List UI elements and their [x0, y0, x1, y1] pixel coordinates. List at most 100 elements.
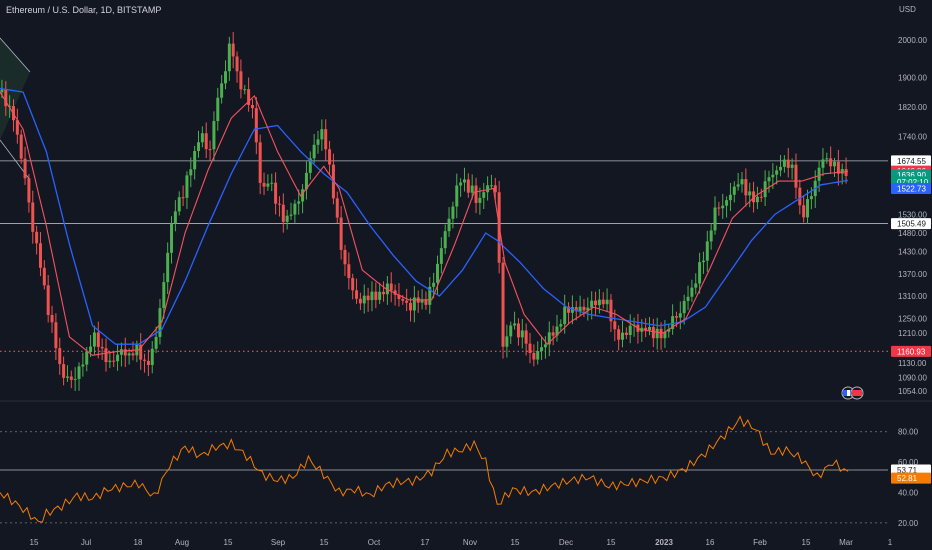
time-tick-label: 15 — [224, 538, 233, 547]
time-tick-label: Nov — [463, 538, 477, 547]
candle-body — [790, 164, 794, 168]
candle-body — [543, 344, 547, 348]
candle-body — [139, 344, 143, 360]
candle-body — [459, 182, 463, 186]
candle-body — [690, 287, 694, 297]
candle-body — [378, 291, 382, 300]
candle-body — [501, 262, 505, 347]
candle-body — [358, 298, 362, 304]
price-tick-label: 1430.00 — [898, 248, 927, 257]
candle-body — [65, 376, 69, 378]
candle-body — [204, 133, 208, 150]
candle-body — [131, 353, 135, 356]
candle-body — [844, 169, 848, 176]
candle-body — [77, 366, 81, 379]
rsi-line — [0, 415, 849, 523]
candle-body — [836, 161, 840, 174]
rsi-pane — [0, 415, 888, 524]
candle-body — [274, 182, 278, 204]
candle-body — [324, 129, 328, 150]
candle-body — [173, 211, 177, 224]
candle-body — [698, 262, 702, 284]
time-tick-label: 16 — [706, 538, 715, 547]
candlesticks — [0, 32, 848, 391]
candle-body — [447, 218, 451, 232]
candle-body — [100, 346, 104, 349]
candle-body — [482, 192, 486, 198]
candle-body — [621, 332, 625, 340]
candle-body — [320, 129, 324, 140]
candle-body — [185, 175, 189, 198]
candle-body — [27, 178, 31, 203]
candle-body — [15, 120, 19, 135]
candle-body — [713, 207, 717, 231]
price-tick-label: 1900.00 — [898, 73, 927, 82]
flag-icon-red — [852, 390, 862, 396]
candle-body — [725, 200, 729, 206]
time-axis: 15 Jul 18 Aug 15 Sep 15 Oct 17 Nov 15 Dec 15 2023 16 Fe… — [30, 538, 893, 547]
candle-body — [493, 185, 497, 193]
candle-body — [35, 231, 39, 244]
candle-body — [308, 158, 312, 173]
candle-body — [817, 167, 821, 181]
price-tag: 1505.49 — [891, 218, 931, 230]
candle-body — [382, 291, 386, 295]
candle-body — [740, 179, 744, 185]
time-tick-label: Oct — [368, 538, 381, 547]
price-tag-text: 1522.73 — [897, 185, 926, 194]
candle-body — [451, 206, 455, 219]
candle-body — [289, 214, 293, 216]
candle-body — [119, 349, 123, 355]
candle-body — [104, 348, 108, 363]
price-tick-label: 1210.00 — [898, 329, 927, 338]
candle-body — [617, 329, 621, 340]
candle-body — [38, 243, 42, 268]
candle-body — [759, 196, 763, 198]
candle-body — [524, 330, 528, 344]
candle-body — [170, 223, 174, 253]
ma-fast-line — [0, 91, 849, 356]
candle-body — [570, 307, 574, 313]
price-tick-label: 1740.00 — [898, 133, 927, 142]
candle-body — [216, 97, 220, 122]
candle-body — [798, 187, 802, 206]
candle-body — [551, 332, 555, 336]
candle-body — [277, 203, 281, 205]
price-tag: 1522.73 — [891, 183, 931, 195]
candle-body — [613, 321, 617, 330]
candle-body — [54, 322, 58, 349]
price-tag-bg — [891, 218, 931, 230]
candle-body — [424, 300, 428, 305]
candle-body — [651, 327, 655, 339]
time-tick-label: 17 — [421, 538, 430, 547]
candle-body — [197, 142, 201, 152]
candle-body — [825, 158, 829, 160]
candle-body — [466, 179, 470, 193]
candle-body — [474, 185, 478, 203]
candle-body — [752, 191, 756, 203]
candle-body — [462, 179, 466, 183]
candle-body — [755, 196, 759, 203]
candle-body — [58, 348, 62, 365]
candle-body — [701, 260, 705, 263]
candle-body — [694, 283, 698, 288]
candle-body — [786, 159, 790, 168]
candle-body — [597, 299, 601, 306]
candle-body — [578, 306, 582, 312]
candle-body — [409, 302, 413, 311]
candle-body — [748, 191, 752, 196]
price-tick-label: 1370.00 — [898, 270, 927, 279]
time-tick-label: Feb — [753, 538, 767, 547]
candle-body — [671, 316, 675, 329]
candle-body — [366, 295, 370, 301]
price-tag-text: 1160.93 — [897, 347, 926, 356]
candle-body — [92, 332, 96, 347]
candle-body — [258, 142, 262, 183]
time-tick-label: Aug — [175, 538, 189, 547]
candle-body — [439, 248, 443, 264]
candle-body — [62, 364, 66, 378]
candle-body — [266, 183, 270, 187]
price-tag-text: 1505.49 — [897, 220, 926, 229]
candle-body — [540, 347, 544, 352]
